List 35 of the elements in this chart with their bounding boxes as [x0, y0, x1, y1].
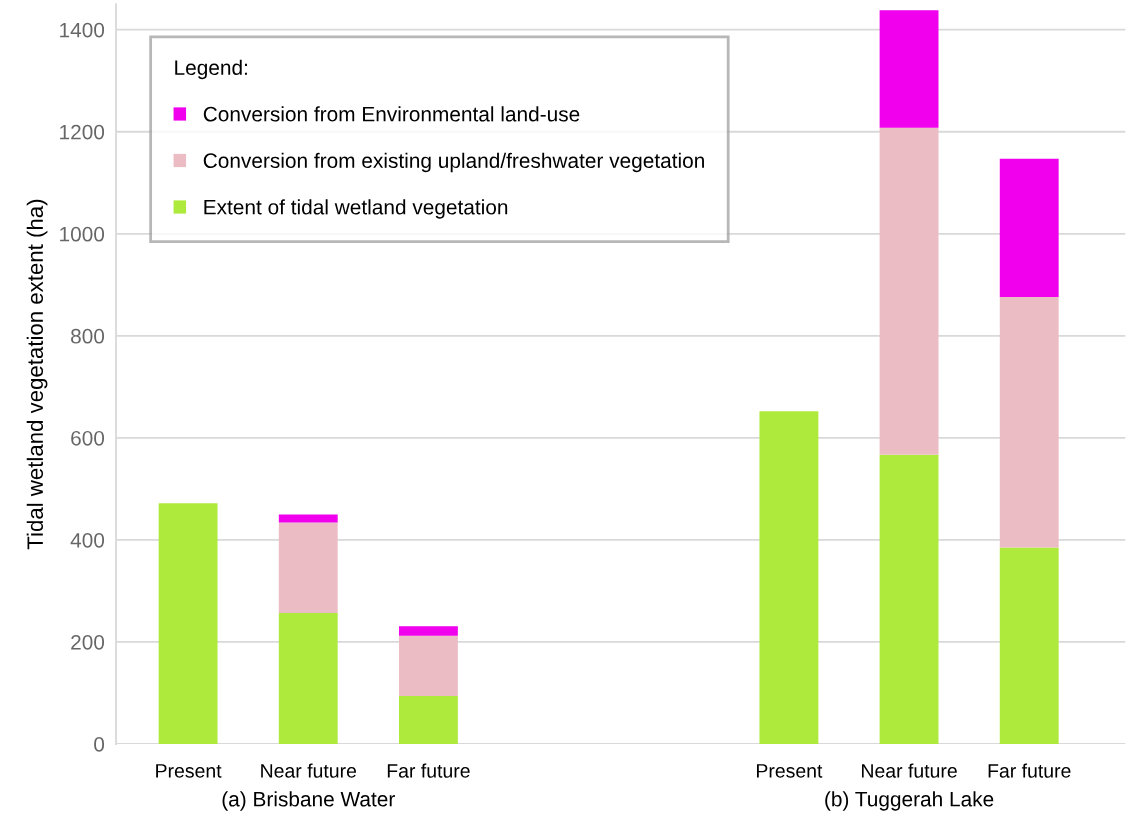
- bar: [278, 612, 338, 744]
- x-tick-label: Present: [756, 764, 823, 778]
- bar: [879, 10, 939, 128]
- bar: [398, 696, 458, 744]
- x-tick-label: Far future: [988, 763, 1071, 778]
- x-tick-label: Near future: [862, 763, 957, 778]
- bar: [278, 514, 338, 523]
- legend-label: Conversion from Environmental land-use: [203, 106, 580, 122]
- bar: [398, 626, 458, 636]
- legend-label: Conversion from existing upland/freshwater vegetation: [203, 152, 704, 173]
- bar: [999, 547, 1059, 744]
- y-tick-label: 1400: [60, 22, 105, 38]
- legend-label: Extent of tidal wetland vegetation: [204, 199, 508, 219]
- x-tick-label: Present: [156, 764, 222, 778]
- y-tick-label: 600: [71, 430, 105, 446]
- y-tick-label: 1000: [60, 226, 105, 242]
- y-tick-label: 1200: [60, 124, 105, 140]
- y-tick-label: 800: [71, 328, 105, 344]
- bar: [398, 635, 458, 697]
- y-tick-label: 200: [71, 634, 105, 650]
- legend-title: Legend:: [175, 59, 247, 80]
- bar: [999, 297, 1059, 548]
- y-tick-label: 400: [70, 532, 105, 548]
- bar: [278, 522, 338, 613]
- x-tick-label: Near future: [261, 763, 357, 778]
- bar: [879, 454, 939, 744]
- bar: [999, 158, 1059, 298]
- text: (a) Brisbane Water: [222, 791, 395, 811]
- text: (b) Tuggerah Lake: [825, 791, 994, 811]
- y-axis-title: Tidal wetland vegetation extent (ha): [26, 199, 48, 550]
- x-tick-label: Far future: [387, 763, 470, 778]
- bar: [158, 503, 218, 744]
- bar: [879, 127, 939, 455]
- bar: [759, 411, 819, 744]
- y-tick-label: 0: [94, 737, 105, 752]
